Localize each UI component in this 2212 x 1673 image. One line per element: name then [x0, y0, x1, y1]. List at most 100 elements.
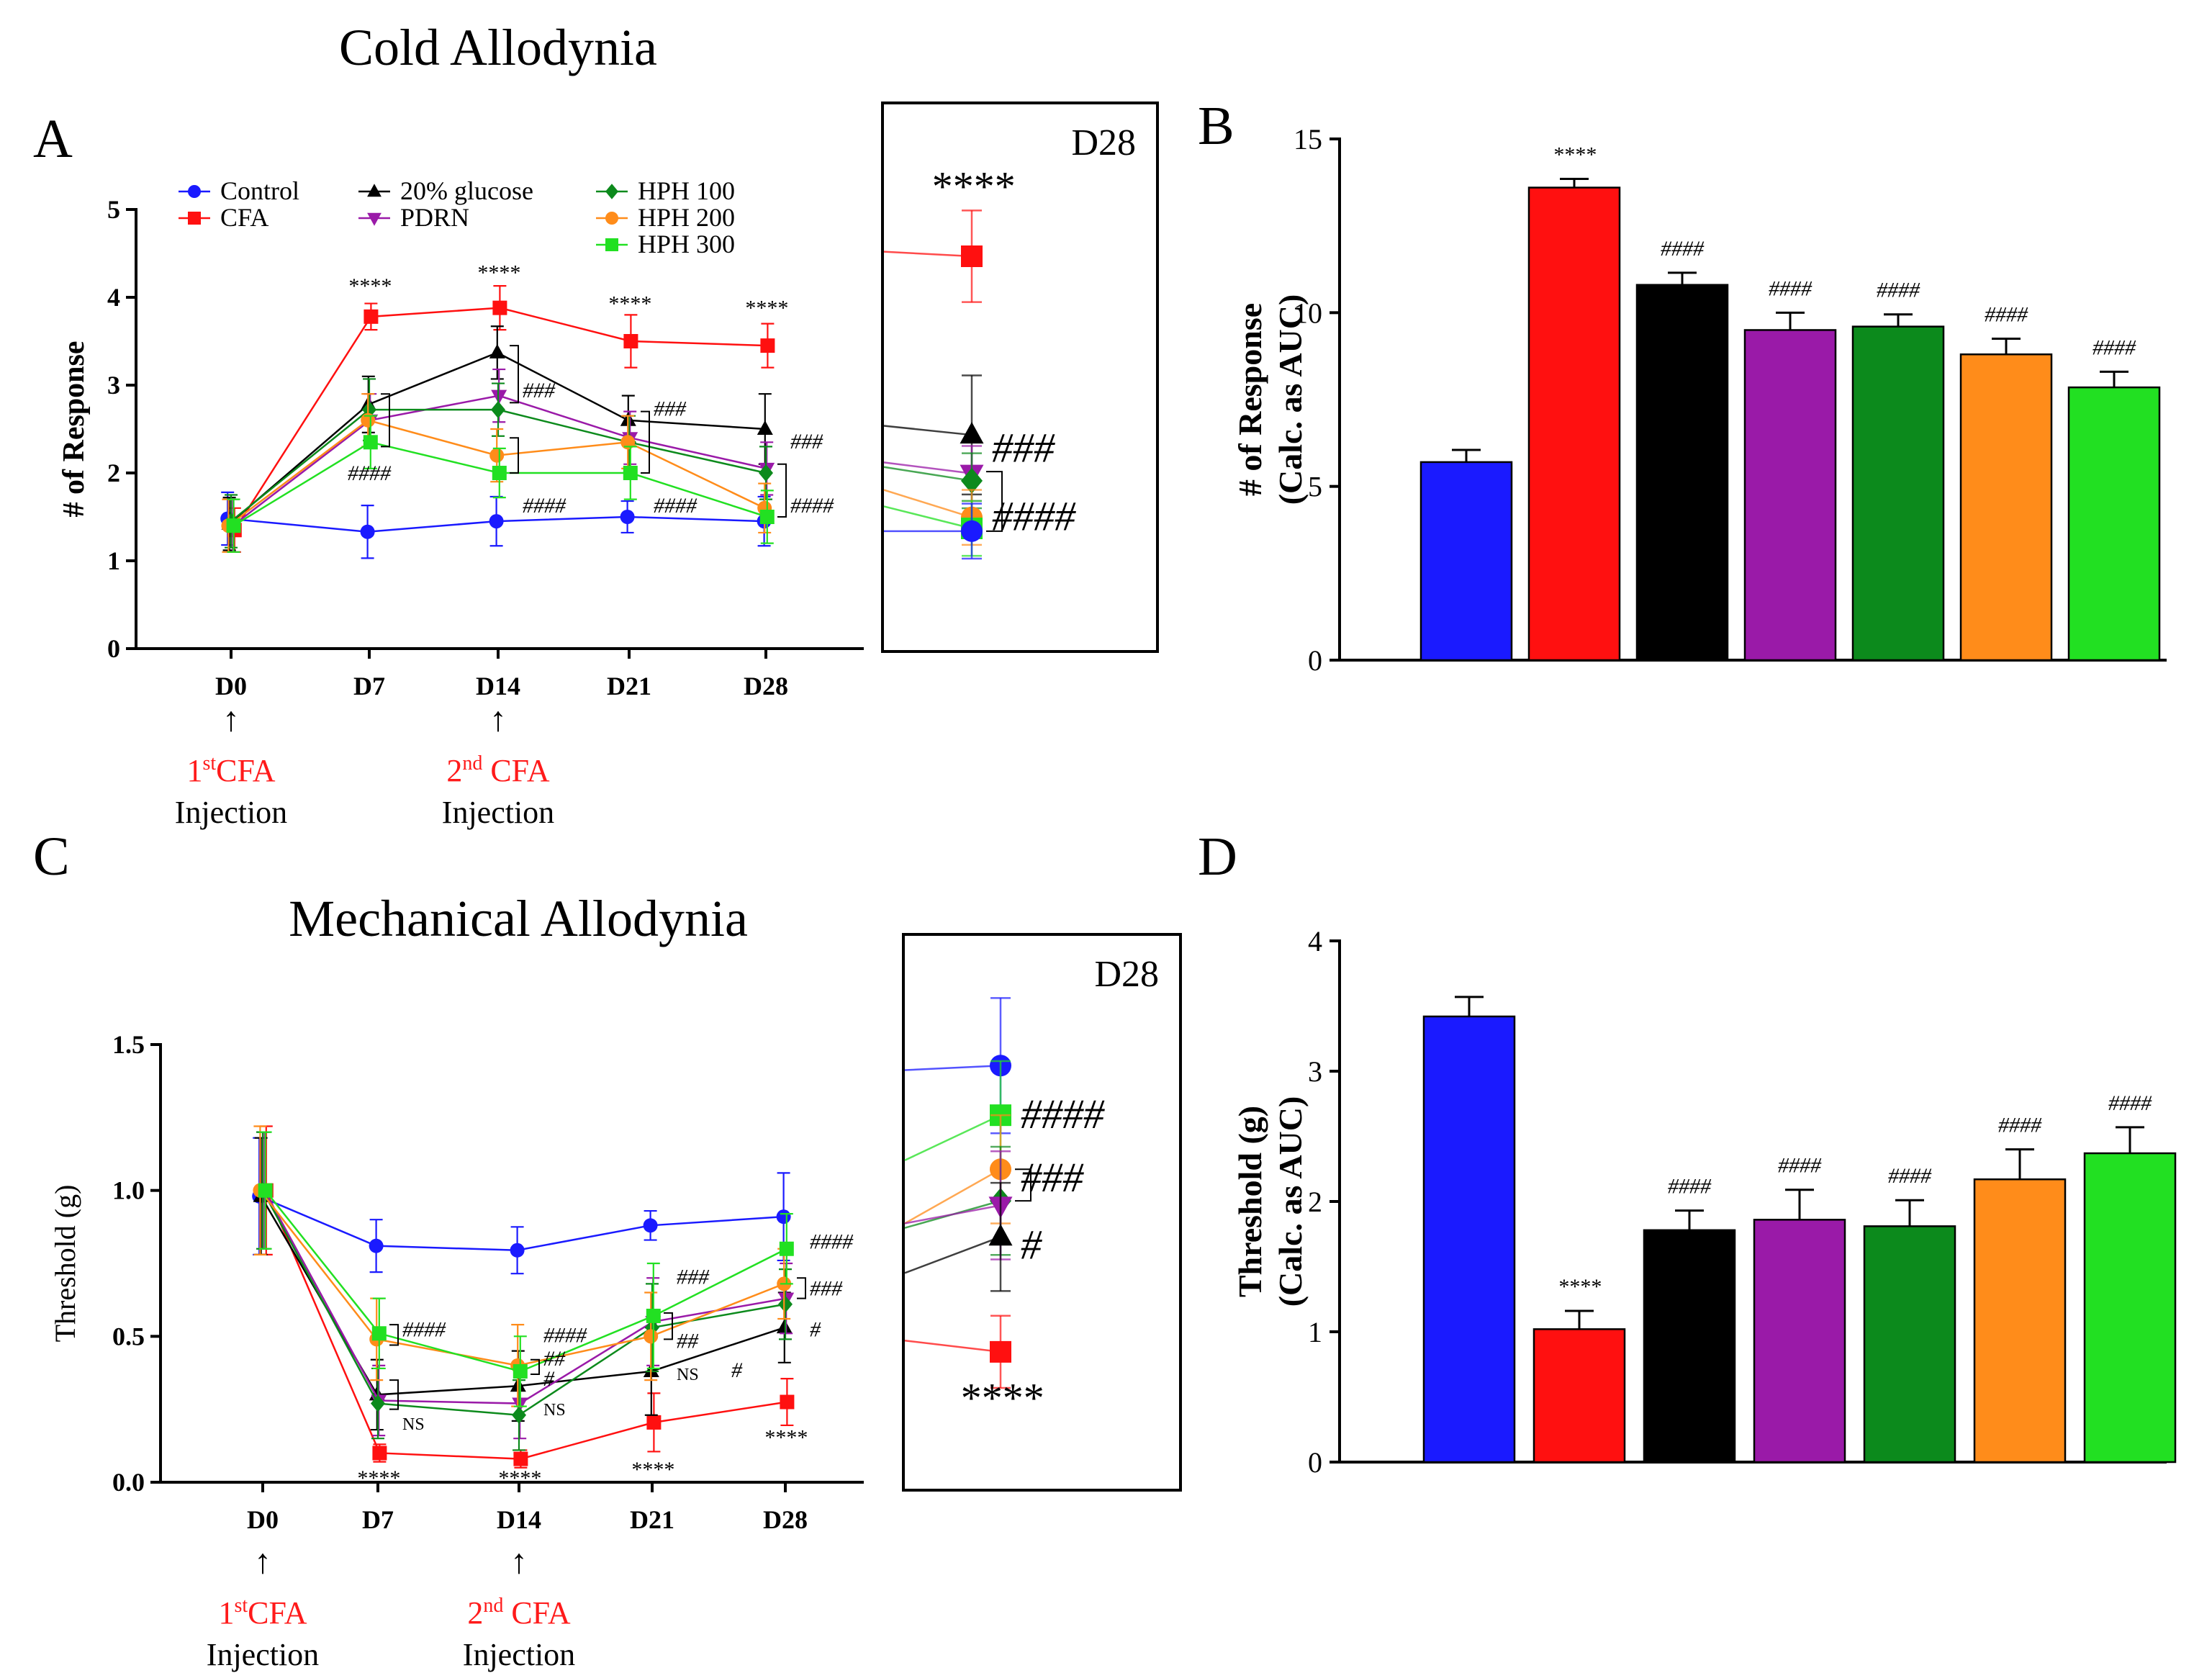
data-point-cfa	[646, 1415, 662, 1430]
hash-annotation: #	[810, 1317, 821, 1341]
significance-bracket	[510, 437, 519, 474]
legend-label-control: Control	[220, 176, 299, 205]
injection-word: Injection	[442, 795, 554, 830]
bar-cfa	[1532, 1328, 1626, 1464]
bar-hash: ####	[1877, 279, 1920, 302]
injection-ordinal-suffix: st	[202, 752, 216, 775]
injection-label: 1stCFA	[218, 1595, 307, 1631]
inset-connector-hph-300	[883, 505, 972, 530]
panel-c: C Mechanical Allodynia 0.0 0.5 1.0 1.5 D0 D7 D14…	[33, 826, 864, 1672]
bar-20-glucose	[1643, 1229, 1736, 1464]
bar-control	[1419, 461, 1513, 662]
injection-ordinal: 1	[186, 753, 202, 788]
series-line-hph-100	[261, 1190, 786, 1417]
injection-cfa: CFA	[248, 1595, 307, 1631]
hash-annotation: ###	[654, 397, 687, 421]
bar-group-hph-200: ####	[1973, 1114, 2067, 1464]
chart-title: Cold Allodynia	[339, 19, 657, 76]
legend-marker-control	[188, 185, 201, 198]
hash-annotation: ##	[543, 1347, 566, 1371]
bar-stars: ****	[1553, 143, 1596, 167]
bar-hash: ####	[1985, 303, 2028, 327]
inset-connector-20-glucose	[883, 425, 972, 436]
inset-label: D28	[1071, 122, 1136, 163]
data-point-hph-300	[226, 518, 241, 533]
significance-bracket	[381, 393, 390, 448]
y-tick-label: 5	[1308, 471, 1322, 503]
y-tick-label: 0	[1308, 644, 1322, 677]
data-point-control	[489, 514, 504, 529]
data-point-hph-100	[371, 1394, 385, 1412]
panel-a: A Cold Allodynia 0 1 2 3 4 5 D0 D7 D14 D21 D28 # of R…	[33, 19, 864, 830]
data-point-control	[620, 510, 635, 524]
significance-bracket	[797, 1277, 806, 1299]
bar-group-control	[1419, 448, 1513, 662]
x-tick-label: D21	[607, 672, 651, 700]
y-tick-label: 1.5	[112, 1030, 145, 1059]
bar-group-hph-100: ####	[1851, 279, 1945, 662]
bar-hash: ####	[1769, 276, 1813, 300]
data-point-cfa	[492, 300, 507, 315]
y-axis-label-line1: # of Response	[1232, 303, 1268, 496]
legend-label-hph-200: HPH 200	[638, 203, 735, 232]
panel-letter: A	[33, 109, 73, 169]
data-point-hph-300	[646, 1308, 661, 1323]
inset-point-20-glucose	[988, 1224, 1013, 1246]
panel-d: D 0 1 2 3 4 Threshold (g) (Calc. as AUC) **** ###…	[1198, 826, 2177, 1479]
bar-cfa	[1527, 186, 1621, 662]
data-point-hph-100	[778, 1295, 793, 1313]
injection-cfa: CFA	[216, 753, 276, 788]
significance-bracket	[664, 1312, 673, 1340]
y-axis-label: # of Response (Calc. as AUC)	[1232, 294, 1309, 505]
injection-arrow: ↑	[222, 700, 240, 739]
bar-stars: ****	[1558, 1275, 1601, 1299]
inset-stars: ****	[930, 163, 1014, 210]
bar-control	[1422, 1015, 1516, 1464]
bar-hph-100	[1863, 1225, 1956, 1464]
bar-group-20-glucose: ####	[1635, 237, 1729, 662]
bar-group-pdrn: ####	[1753, 1154, 1846, 1464]
inset-connector-pdrn	[904, 1204, 1001, 1225]
data-point-cfa	[364, 309, 379, 324]
bar-pdrn	[1753, 1219, 1846, 1464]
x-tick-label: D14	[497, 1505, 541, 1534]
y-tick-label: 10	[1294, 297, 1322, 329]
significance-stars: ****	[497, 1466, 541, 1490]
x-tick-label: D28	[744, 672, 788, 700]
inset-bracket	[986, 471, 1003, 532]
significance-stars: ****	[764, 1425, 807, 1449]
series-hph-100	[256, 1131, 793, 1451]
significance-bracket	[777, 463, 787, 518]
legend-marker-cfa	[188, 212, 201, 225]
legend-label-hph-100: HPH 100	[638, 176, 735, 205]
hash-annotation: ####	[523, 494, 566, 518]
bar-hash: ####	[2093, 335, 2136, 359]
inset-bracket	[1015, 1168, 1031, 1202]
injection-cfa: CFA	[482, 753, 550, 788]
bar-hash: ####	[1661, 237, 1705, 261]
x-tick-label: D21	[630, 1505, 674, 1534]
inset-hash: ####	[1021, 1091, 1105, 1137]
y-tick-label: 5	[107, 195, 120, 224]
inset-connector-cfa	[883, 251, 972, 258]
legend-label-20-glucose: 20% glucose	[400, 176, 533, 205]
inset-frame	[902, 933, 1182, 1492]
y-axis-label-line2: (Calc. as AUC)	[1272, 1096, 1309, 1307]
y-tick-label: 0	[107, 634, 120, 663]
bar-20-glucose	[1635, 284, 1729, 662]
series-line-control	[258, 1195, 784, 1252]
inset-point-20-glucose	[960, 422, 984, 444]
data-point-cfa	[760, 338, 775, 353]
series-hph-300	[226, 415, 775, 553]
y-tick-label: 15	[1294, 123, 1322, 155]
data-point-hph-300	[759, 510, 775, 524]
series-control	[252, 1137, 791, 1275]
panel-b: B 0 5 10 15 # of Response (Calc. as AUC) **** ##…	[1198, 96, 2167, 677]
bar-hph-200	[1959, 353, 2053, 662]
bar-group-cfa: ****	[1527, 143, 1621, 662]
hash-annotation: ####	[543, 1323, 587, 1347]
y-axis-label-line2: (Calc. as AUC)	[1272, 294, 1309, 505]
injection-ordinal: 2	[467, 1595, 483, 1631]
